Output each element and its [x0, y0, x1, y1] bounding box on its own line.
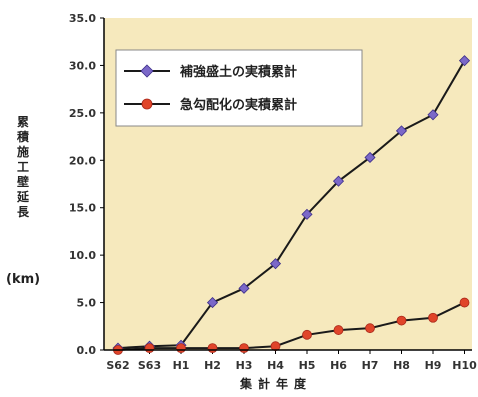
y-tick-label: 5.0: [77, 297, 97, 310]
series-1-point: [395, 125, 408, 137]
x-tick-label: H5: [299, 359, 316, 372]
legend-box: [115, 49, 363, 127]
legend-label-2: 急勾配化の実積累計: [180, 97, 297, 113]
y-tick-label: 10.0: [69, 249, 96, 262]
series-1-point: [301, 208, 313, 220]
series-2-point: [176, 343, 186, 354]
y-tick-label: 25.0: [69, 107, 96, 120]
series-2-point: [207, 343, 218, 354]
series-1-point: [364, 151, 376, 164]
series-line-2: [117, 301, 465, 351]
y-tick-label: 15.0: [69, 202, 96, 215]
x-axis-title: 集計年度: [240, 377, 313, 391]
series-1-point: [458, 55, 471, 67]
y-tick-label: 30.0: [69, 59, 96, 72]
x-tick-label: H6: [330, 359, 347, 372]
x-tick-label: H2: [204, 359, 221, 372]
x-tick-label: H1: [173, 359, 190, 372]
y-axis-title: 累積施工壁延長: [16, 115, 29, 219]
y-tick-label: 35.0: [69, 12, 96, 25]
x-axis-ticks: S62 S63 H1 H2 H3 H4 H5 H6 H7 H8 H9 H10: [106, 350, 477, 372]
series-1-point: [427, 109, 439, 121]
series-1-point: [206, 297, 219, 309]
y-tick-label: 20.0: [69, 154, 96, 167]
legend: 補強盛土の実積累計 急勾配化の実積累計: [115, 49, 363, 127]
x-tick-label: H4: [267, 359, 284, 372]
legend-marker-1: [140, 64, 154, 78]
series-2-point: [396, 315, 407, 326]
legend-label-1: 補強盛土の実積累計: [179, 64, 297, 80]
x-tick-label: H7: [362, 359, 379, 372]
series-1-point: [332, 175, 345, 187]
legend-marker-2: [141, 98, 153, 110]
series-2-point: [239, 343, 249, 354]
x-tick-label: S62: [106, 359, 129, 372]
series-1-point: [238, 282, 250, 294]
series-2-point: [302, 329, 312, 340]
series-2-point: [428, 312, 438, 323]
x-tick-label: S63: [138, 359, 161, 372]
y-axis-unit: (km): [6, 272, 41, 287]
y-axis-ticks: 0.0 5.0 10.0 15.0 20.0 25.0 30.0 35.0: [69, 12, 104, 357]
series-2-point: [144, 343, 155, 354]
series-lines: [112, 55, 471, 355]
x-tick-label: H8: [393, 359, 410, 372]
series-2-point: [365, 323, 375, 334]
x-tick-label: H9: [425, 359, 442, 372]
x-tick-label: H3: [236, 359, 253, 372]
series-2-point: [459, 297, 470, 308]
y-tick-label: 0.0: [77, 344, 97, 357]
x-tick-label: H10: [452, 359, 477, 372]
series-1-point: [269, 258, 282, 270]
series-2-point: [333, 325, 344, 335]
